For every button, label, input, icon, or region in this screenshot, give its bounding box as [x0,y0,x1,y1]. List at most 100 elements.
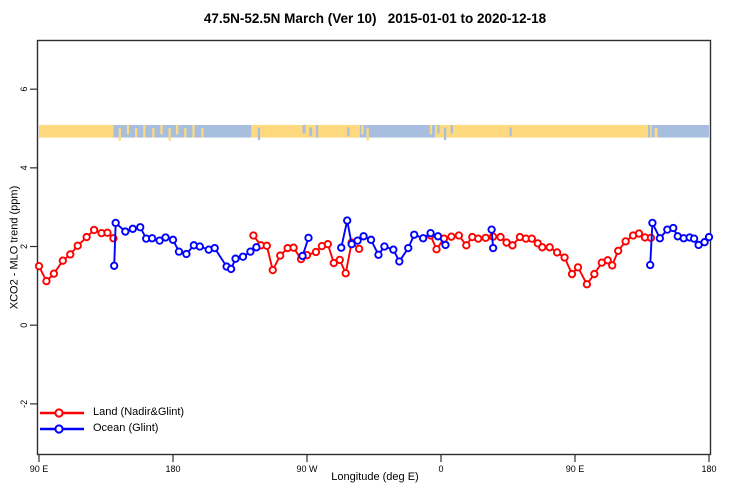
land-data-point [311,247,321,257]
x-axis-label: Longitude (deg E) [331,471,419,483]
land-data-point [614,246,623,255]
land-data-point [462,241,471,250]
ocean-data-point [704,232,714,242]
ocean-data-point [182,249,191,259]
ocean-data-point [395,257,404,266]
land-data-point [103,228,112,237]
band-land-speck [175,124,179,135]
x-tick-label: 180 [701,464,716,474]
ocean-data-point [404,243,413,253]
land-data-point [496,232,505,242]
land-data-point [608,261,617,270]
x-tick-label: 90 W [296,464,318,474]
land-data-point [621,237,630,246]
y-tick-label: 6 [19,87,29,92]
band-ocean-speck [257,127,261,141]
land-data-point [249,231,258,240]
land-data-point [545,243,554,252]
land-data-point [335,255,344,265]
land-data-point [508,241,517,250]
x-tick-label: 0 [438,464,443,474]
ocean-data-point [174,247,184,256]
land-data-point [454,231,464,240]
ocean-data-point [252,243,261,252]
band-land-speck [201,128,204,138]
ocean-data-point [128,224,137,233]
legend-ocean-label: Ocean (Glint) [93,422,159,434]
band-ocean-speck [302,124,306,134]
band-ocean-speck [437,124,440,134]
band-land-segment [435,124,652,138]
ocean-data-point [121,227,130,236]
band-land-speck [429,124,433,135]
ocean-data-point [337,243,346,252]
land-data-point [341,269,350,278]
ocean-data-point [161,233,170,242]
land-data-point [66,250,75,259]
band-land-speck [160,124,163,135]
land-data-point [634,229,644,238]
band-land-speck [135,128,138,138]
ocean-data-point [111,218,120,228]
band-ocean-speck [443,127,447,141]
ocean-data-point [418,234,428,243]
land-data-point [289,243,298,252]
band-ocean-speck [647,124,651,138]
land-data-point [432,245,441,254]
land-data-point [474,234,483,243]
legend-item-land: Land (Nadir&Glint) [39,405,184,420]
land-data-point [582,280,592,289]
x-tick-label: 90 E [30,464,49,474]
land-data-point [276,251,285,260]
band-land-speck [361,124,364,135]
y-tick-label: 0 [19,323,29,328]
land-data-point [329,258,338,268]
land-data-point [58,256,67,265]
land-data-point [73,241,82,250]
chart-title: 47.5N-52.5N March (Ver 10) 2015-01-01 to… [203,11,547,26]
legend: Land (Nadir&Glint) Ocean (Glint) [39,405,184,437]
land-data-point [560,253,569,262]
band-ocean-speck [450,124,453,134]
y-tick-label: 2 [19,244,29,249]
ocean-data-point [195,242,204,251]
land-data-point [603,256,612,265]
ocean-data-point [210,243,219,253]
ocean-data-point [648,218,657,228]
ocean-data-point [646,260,655,270]
ocean-data-point [347,240,356,249]
ocean-data-point [136,223,145,232]
ocean-data-point [168,235,178,244]
ocean-data-point [433,232,443,241]
land-data-point [82,232,91,242]
ocean-data-point [426,228,435,238]
ocean-data-point [359,232,368,241]
y-tick-label: 4 [19,165,29,170]
ocean-data-point [487,225,496,234]
band-ocean-speck [315,124,319,138]
land-data-point [590,269,599,279]
band-ocean-speck [309,127,313,137]
ocean-data-point [488,243,498,253]
land-data-point [447,232,456,241]
ocean-data-point [298,251,307,261]
plot-border [36,39,712,456]
land-data-point [49,269,59,278]
land-data-point [354,244,364,254]
ocean-data-point [374,250,383,259]
ocean-data-point [441,240,450,250]
land-data-point [552,248,562,257]
legend-land-label: Land (Nadir&Glint) [93,406,185,418]
land-data-point [34,262,44,271]
ocean-data-point [148,234,157,243]
land-data-point [527,234,536,243]
ocean-data-point [700,238,709,247]
ocean-data-point [238,252,248,261]
land-data-point [89,225,99,235]
ocean-data-point [669,223,678,233]
band-land-speck [118,128,121,141]
ocean-data-point [389,245,398,254]
band-ocean-speck [509,127,512,137]
